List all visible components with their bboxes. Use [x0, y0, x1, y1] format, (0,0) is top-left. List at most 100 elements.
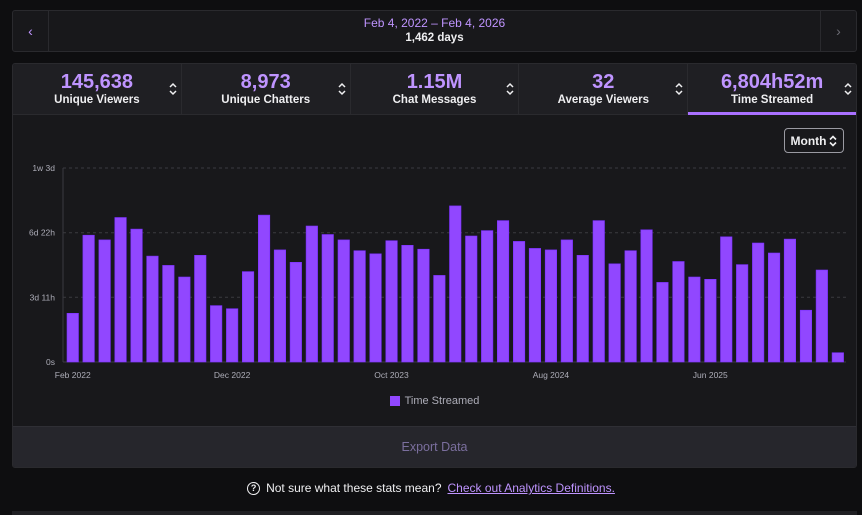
bar-2024-01[interactable]	[433, 275, 446, 363]
granularity-select[interactable]: Month	[784, 128, 844, 153]
legend-label: Time Streamed	[404, 395, 480, 407]
bar-2025-06[interactable]	[704, 279, 717, 363]
x-tick-label: Aug 2024	[533, 370, 570, 380]
bar-2022-02[interactable]	[66, 313, 79, 363]
bar-2023-08[interactable]	[353, 250, 366, 363]
export-data-button[interactable]: Export Data	[13, 426, 856, 467]
chevron-right-icon: ›	[836, 23, 841, 39]
x-tick-label: Feb 2022	[55, 370, 91, 380]
bar-2024-07[interactable]	[528, 248, 542, 363]
bar-2024-08[interactable]	[544, 249, 558, 363]
bar-2025-08[interactable]	[736, 264, 749, 363]
bar-2023-07[interactable]	[337, 239, 350, 363]
bar-2025-10[interactable]	[767, 252, 781, 363]
bar-2022-06[interactable]	[130, 228, 143, 363]
bar-2025-01[interactable]	[624, 250, 637, 363]
bar-2024-06[interactable]	[512, 241, 526, 363]
stat-label: Unique Viewers	[54, 94, 140, 106]
bar-2026-02[interactable]	[831, 352, 844, 363]
stat-tab-time-streamed[interactable]: 6,804h52m Time Streamed	[688, 64, 856, 115]
bar-2024-09[interactable]	[560, 239, 573, 363]
bar-2025-03[interactable]	[656, 282, 669, 363]
bar-2025-09[interactable]	[752, 242, 765, 363]
stat-tab-unique-chatters[interactable]: 8,973 Unique Chatters	[182, 64, 351, 114]
x-tick-label: Oct 2023	[374, 370, 409, 380]
bar-2022-09[interactable]	[178, 276, 191, 363]
y-tick-label: 6d 22h	[29, 228, 55, 238]
bar-2022-03[interactable]	[82, 234, 95, 363]
previous-range-button[interactable]: ‹	[13, 11, 49, 51]
sort-icon	[506, 82, 514, 96]
bar-2024-05[interactable]	[496, 220, 510, 363]
stat-label: Unique Chatters	[221, 94, 311, 106]
analytics-panel: 145,638 Unique Viewers 8,973 Unique Chat…	[12, 63, 857, 468]
bar-2025-07[interactable]	[720, 236, 733, 363]
stat-tab-chat-messages[interactable]: 1.15M Chat Messages	[351, 64, 520, 114]
stat-label: Average Viewers	[557, 94, 649, 106]
stat-value: 145,638	[60, 71, 134, 93]
chevron-left-icon: ‹	[28, 23, 33, 39]
bar-2025-05[interactable]	[688, 276, 701, 363]
date-range-days: 1,462 days	[405, 32, 464, 44]
y-tick-label: 0s	[46, 357, 55, 367]
chart-legend: Time Streamed	[13, 395, 856, 407]
bar-2026-01[interactable]	[815, 269, 828, 363]
question-icon: ?	[247, 481, 261, 495]
bar-2025-04[interactable]	[672, 261, 685, 363]
help-line: ? Not sure what these stats mean? Check …	[0, 481, 862, 495]
bar-2023-04[interactable]	[289, 262, 302, 363]
stat-tab-average-viewers[interactable]: 32 Average Viewers	[519, 64, 689, 114]
divider	[12, 511, 857, 515]
sort-icon	[338, 82, 346, 96]
stat-label: Time Streamed	[730, 94, 814, 106]
sort-icon	[829, 134, 838, 147]
sort-icon	[169, 82, 177, 96]
next-range-button[interactable]: ›	[820, 11, 856, 51]
stat-value: 32	[592, 71, 615, 93]
stat-tab-unique-viewers[interactable]: 145,638 Unique Viewers	[13, 64, 182, 114]
bar-2023-11[interactable]	[401, 245, 414, 363]
bar-2022-08[interactable]	[162, 265, 175, 363]
bar-2023-09[interactable]	[369, 253, 382, 363]
bar-2024-12[interactable]	[608, 263, 621, 363]
bar-2022-07[interactable]	[146, 255, 159, 363]
help-text: Not sure what these stats mean?	[266, 481, 442, 495]
bar-2024-11[interactable]	[592, 220, 605, 363]
granularity-label: Month	[790, 133, 827, 148]
stats-tabs: 145,638 Unique Viewers 8,973 Unique Chat…	[13, 64, 856, 115]
bar-2024-03[interactable]	[465, 235, 478, 363]
bar-2023-12[interactable]	[417, 248, 430, 363]
sort-icon	[844, 82, 852, 96]
stat-label: Chat Messages	[392, 94, 477, 106]
bar-2023-01[interactable]	[242, 271, 255, 363]
legend-swatch	[389, 396, 400, 406]
y-tick-label: 1w 3d	[32, 163, 55, 173]
bar-2022-12[interactable]	[226, 308, 239, 363]
stat-value: 8,973	[240, 71, 291, 93]
date-range-picker[interactable]: Feb 4, 2022 – Feb 4, 2026 1,462 days	[49, 11, 820, 51]
stat-value: 6,804h52m	[720, 71, 824, 93]
date-range-text: Feb 4, 2022 – Feb 4, 2026	[363, 16, 506, 30]
time-streamed-chart: 0s 3d 11h 6d 22h 1w 3d Feb 2022 Dec 2022 Oct 2…	[29, 163, 846, 380]
x-tick-label: Dec 2022	[214, 370, 251, 380]
bar-2023-10[interactable]	[385, 240, 398, 363]
sort-icon	[675, 82, 683, 96]
bar-2022-11[interactable]	[210, 305, 223, 363]
bar-2022-05[interactable]	[114, 217, 127, 363]
bar-2024-02[interactable]	[449, 205, 462, 363]
bar-2022-10[interactable]	[194, 255, 207, 363]
x-tick-label: Jun 2025	[693, 370, 728, 380]
bar-2022-04[interactable]	[98, 239, 111, 363]
y-tick-label: 3d 11h	[30, 292, 56, 302]
bar-2024-10[interactable]	[576, 255, 589, 363]
analytics-definitions-link[interactable]: Check out Analytics Definitions.	[447, 481, 615, 495]
bar-2023-03[interactable]	[273, 249, 287, 363]
bar-2024-04[interactable]	[481, 230, 494, 363]
bar-2025-11[interactable]	[783, 238, 797, 363]
bar-2025-02[interactable]	[640, 229, 653, 363]
bar-2023-02[interactable]	[258, 214, 271, 363]
bar-2025-12[interactable]	[799, 309, 813, 363]
bar-2023-05[interactable]	[305, 225, 318, 363]
bar-2023-06[interactable]	[321, 234, 334, 363]
date-range-bar: ‹ Feb 4, 2022 – Feb 4, 2026 1,462 days ›	[12, 10, 857, 52]
